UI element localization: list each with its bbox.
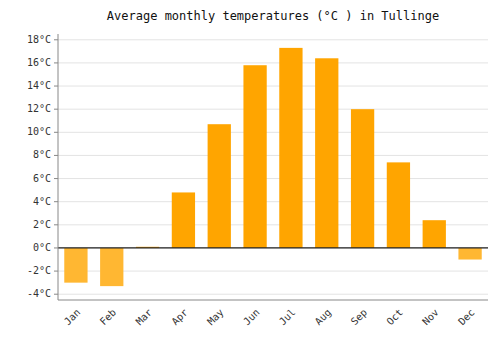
bar (315, 58, 338, 248)
bar (100, 248, 123, 286)
y-tick (54, 294, 58, 295)
y-tick-label: 18°C (27, 34, 51, 45)
grid-line (58, 86, 488, 87)
bar (243, 65, 266, 248)
y-tick-label: 6°C (33, 173, 51, 184)
grid (58, 40, 488, 294)
y-tick (54, 155, 58, 156)
y-axis-line (58, 34, 59, 300)
chart-container: -4°C -2°C 0°C 2°C 4°C 6°C 8°C 10°C 12°C 14°C 16°C 1… (0, 0, 500, 350)
y-tick-label: 12°C (27, 103, 51, 114)
y-tick-label: 8°C (33, 149, 51, 160)
x-tick-label: Sep (349, 307, 370, 328)
x-tick-label: Jul (277, 307, 298, 328)
y-tick-label: 0°C (33, 242, 51, 253)
grid-line (58, 109, 488, 110)
x-tick-label: Nov (420, 307, 441, 328)
x-tick-label: Aug (313, 307, 334, 328)
grid-line (58, 62, 488, 63)
x-tick-label: May (205, 307, 226, 328)
bar (279, 48, 302, 248)
y-tick (54, 271, 58, 272)
grid-line (58, 132, 488, 133)
y-tick (54, 178, 58, 179)
bar (423, 220, 446, 248)
grid-line (58, 247, 488, 248)
y-tick (54, 201, 58, 202)
bar (351, 109, 374, 248)
title: Average monthly temperatures (°C ) in Tu… (107, 9, 439, 23)
y-tick (54, 62, 58, 63)
bar (458, 248, 481, 260)
grid-line (58, 201, 488, 202)
x-tick-label: Mar (134, 307, 155, 328)
y-tick (54, 39, 58, 40)
x-axis: Jan Feb Mar Apr May Jun Jul Aug Sep Oct Nov Dec (62, 307, 477, 328)
y-tick-label: 16°C (27, 57, 51, 68)
x-tick-label: Apr (169, 307, 190, 328)
y-tick (54, 86, 58, 87)
bar (208, 124, 231, 248)
zero-line (58, 247, 488, 248)
x-tick-label: Jan (62, 307, 83, 328)
bar (387, 162, 410, 248)
bar (172, 192, 195, 248)
y-tick (54, 247, 58, 248)
y-tick-label: 10°C (27, 126, 51, 137)
bar (64, 248, 87, 283)
x-tick-label: Oct (384, 307, 405, 328)
y-tick-label: 14°C (27, 80, 51, 91)
grid-line (58, 294, 488, 295)
y-tick (54, 224, 58, 225)
grid-line (58, 178, 488, 179)
x-axis-line (58, 300, 488, 301)
x-tick-label: Dec (456, 307, 477, 328)
grid-line (58, 39, 488, 40)
y-tick-label: -2°C (27, 265, 51, 276)
y-tick (54, 132, 58, 133)
x-tick-label: Feb (98, 307, 119, 328)
grid-line (58, 155, 488, 156)
y-axis: -4°C -2°C 0°C 2°C 4°C 6°C 8°C 10°C 12°C 14°C 16°C 1… (27, 34, 58, 299)
bars (58, 48, 488, 286)
y-tick-label: -4°C (27, 288, 51, 299)
x-tick-label: Jun (241, 307, 262, 328)
y-tick (54, 109, 58, 110)
y-tick-label: 2°C (33, 219, 51, 230)
chart-svg: -4°C -2°C 0°C 2°C 4°C 6°C 8°C 10°C 12°C 14°C 16°C 1… (0, 0, 500, 350)
y-tick-label: 4°C (33, 196, 51, 207)
